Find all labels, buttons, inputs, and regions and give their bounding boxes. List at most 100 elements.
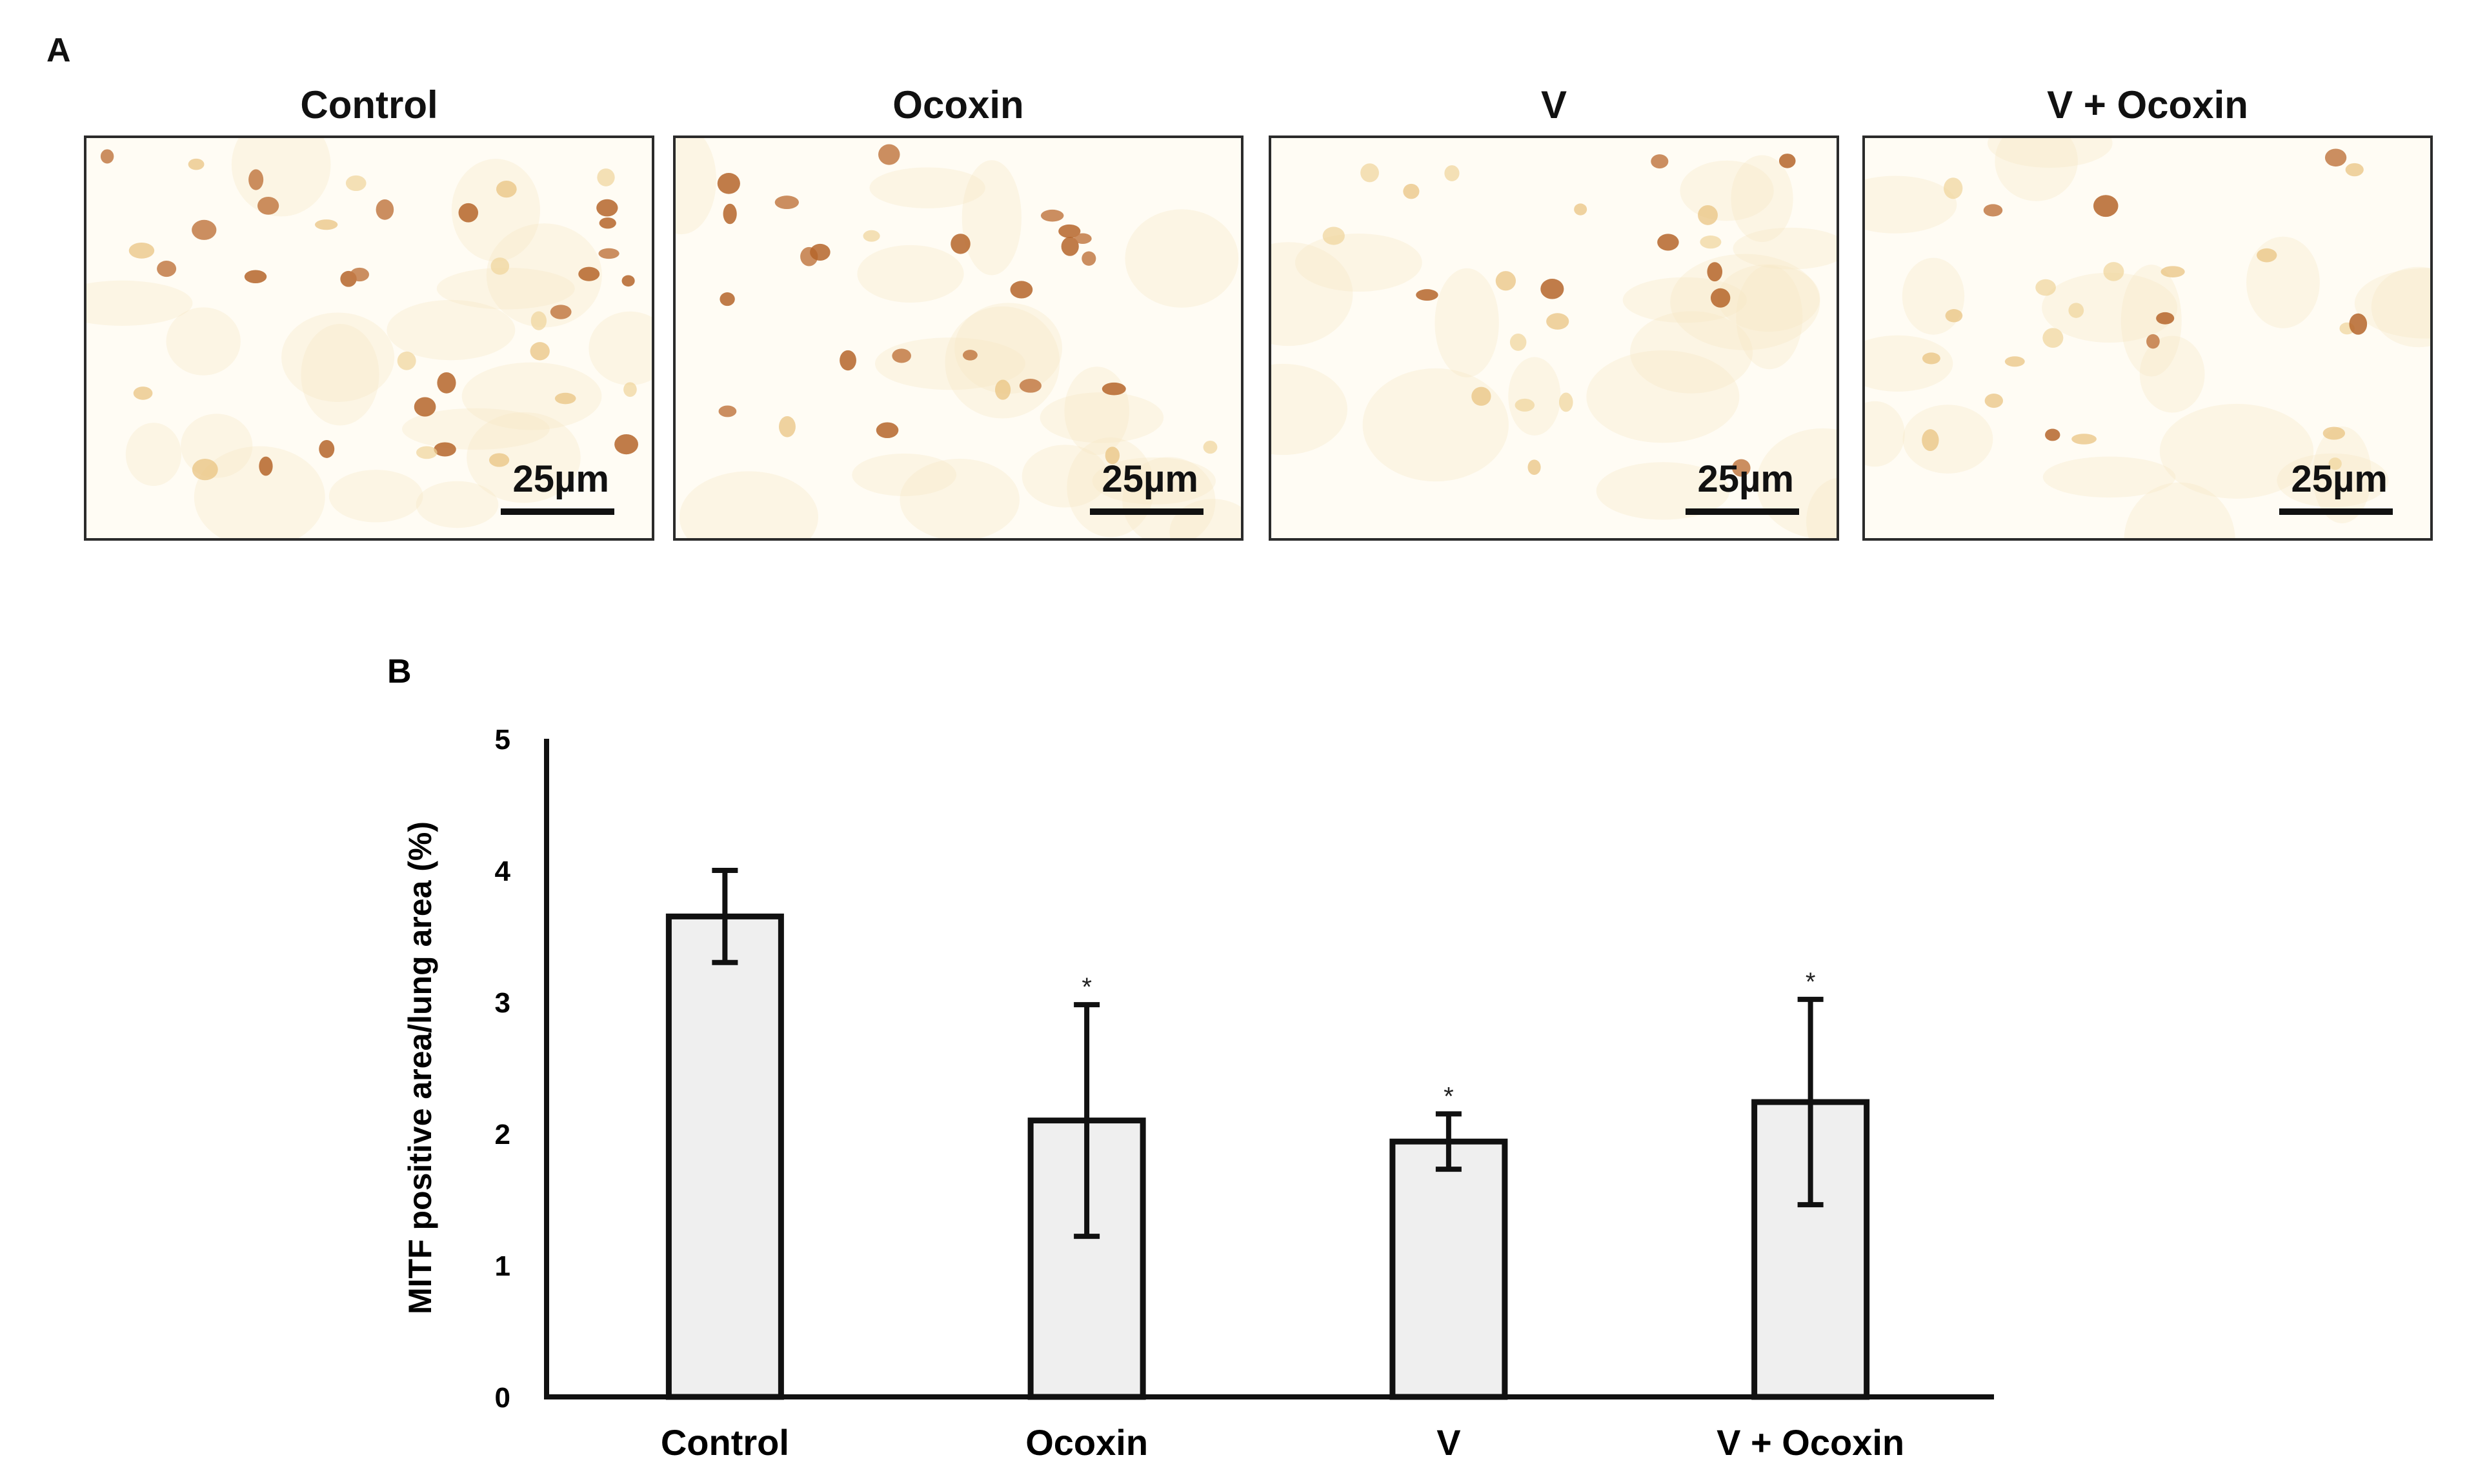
stained-cell — [1922, 352, 1940, 365]
y-tick-label: 0 — [495, 1382, 510, 1414]
stained-cell — [350, 267, 369, 282]
tissue-patch — [962, 160, 1022, 276]
stained-cell — [530, 311, 547, 330]
stained-cell — [2257, 248, 2277, 263]
stained-cell — [1778, 154, 1796, 168]
stained-cell — [2345, 163, 2364, 177]
tissue-patch — [900, 459, 1020, 538]
significance-marker-1: * — [1082, 973, 1092, 1001]
stained-cell — [1416, 289, 1438, 301]
stained-cell — [876, 422, 899, 439]
tissue-patch — [328, 470, 423, 523]
scale-label: 25µm — [1102, 458, 1198, 500]
tissue-patch — [1717, 264, 1820, 332]
tissue-patch — [486, 223, 602, 328]
micrograph-control: 25µm — [84, 135, 654, 541]
stained-cells — [86, 138, 652, 538]
stained-cell — [1495, 271, 1516, 291]
stained-cell — [623, 382, 637, 397]
stained-cell — [614, 434, 638, 455]
stained-cell — [717, 173, 740, 194]
tissue-patch — [281, 312, 395, 402]
stained-cell — [434, 442, 456, 457]
stained-cell — [774, 196, 799, 210]
stained-cell — [437, 372, 456, 394]
stained-cell — [2146, 334, 2160, 349]
stained-cell — [1509, 334, 1527, 351]
stained-cell — [1698, 205, 1718, 225]
tissue-patch — [467, 412, 581, 503]
stained-cell — [2071, 434, 2097, 445]
stained-cell — [1657, 234, 1679, 251]
stained-cell — [257, 196, 279, 215]
tissue-patch — [869, 167, 985, 208]
stained-cell — [810, 243, 831, 261]
stained-cell — [2045, 428, 2060, 441]
stained-cell — [1983, 204, 2003, 217]
stained-cell — [2103, 262, 2124, 281]
stained-cell — [1984, 394, 2003, 408]
stained-cell — [2035, 279, 2056, 296]
bar-2 — [1389, 1138, 1508, 1400]
scale-bar — [501, 508, 614, 515]
y-tick-label: 5 — [495, 724, 510, 756]
stained-cell — [578, 266, 600, 281]
tissue-patch — [1294, 233, 1422, 292]
significance-marker-3: * — [1806, 968, 1816, 996]
stained-cell — [598, 248, 619, 259]
tissue-patch — [1271, 363, 1347, 456]
tissue-patch — [1630, 311, 1753, 394]
stained-cell — [1732, 459, 1751, 477]
stained-cell — [962, 350, 978, 361]
stained-cell — [1203, 441, 1218, 454]
tissue-patch — [954, 303, 1063, 394]
tissue-patch — [2139, 336, 2205, 413]
stained-cell — [192, 219, 217, 240]
tissue-patch — [301, 323, 379, 426]
tissue-patch — [1680, 160, 1774, 221]
image-title-v-ocoxin: V + Ocoxin — [2047, 83, 2248, 126]
tissue-patch — [589, 311, 652, 386]
tissue-patch — [1865, 175, 1957, 234]
tissue-patch — [2120, 265, 2182, 377]
stained-cell — [840, 350, 856, 371]
stained-cell — [1019, 379, 1042, 393]
tissue-patch — [86, 280, 193, 326]
y-tick-label: 1 — [495, 1250, 510, 1282]
stained-cell — [2324, 148, 2347, 167]
stained-cell — [1082, 251, 1096, 266]
x-tick-label-0: Control — [661, 1422, 789, 1463]
stained-cell — [157, 260, 177, 277]
stained-cell — [554, 392, 576, 405]
stained-cell — [2349, 313, 2368, 335]
tissue-patch — [1596, 462, 1730, 520]
scale-bar — [1090, 508, 1203, 515]
stained-cell — [496, 180, 517, 198]
tissue-patch — [1865, 335, 1953, 392]
tissue-patch — [451, 159, 540, 262]
stained-cell — [1574, 203, 1587, 216]
stained-cell — [2004, 356, 2025, 367]
panel-a-label: A — [46, 32, 71, 69]
tissue-patch — [1022, 445, 1109, 508]
stained-cell — [1360, 163, 1379, 183]
stained-cell — [128, 242, 155, 259]
stained-cell — [720, 292, 735, 306]
scale-bar — [2279, 508, 2393, 515]
tissue-patch — [2042, 456, 2176, 498]
tissue-patch — [1995, 138, 2078, 201]
tissue-patch — [1271, 242, 1353, 346]
stained-cell — [1700, 236, 1722, 249]
stained-cell — [1710, 288, 1731, 308]
image-title-ocoxin: Ocoxin — [892, 83, 1024, 126]
chart-plot-area: 0 1 2 3 4 5 MITF positive area/lung area (%) Co… — [402, 724, 1994, 1463]
tissue-patch — [461, 362, 602, 430]
stained-cell — [458, 203, 479, 223]
tissue-patch — [2312, 426, 2371, 524]
y-tick-label: 4 — [495, 856, 511, 887]
tissue-patch — [2371, 266, 2430, 348]
tissue-patch — [2124, 482, 2235, 538]
x-tick-label-3: V + Ocoxin — [1717, 1422, 1904, 1463]
stained-cell — [1540, 278, 1564, 299]
